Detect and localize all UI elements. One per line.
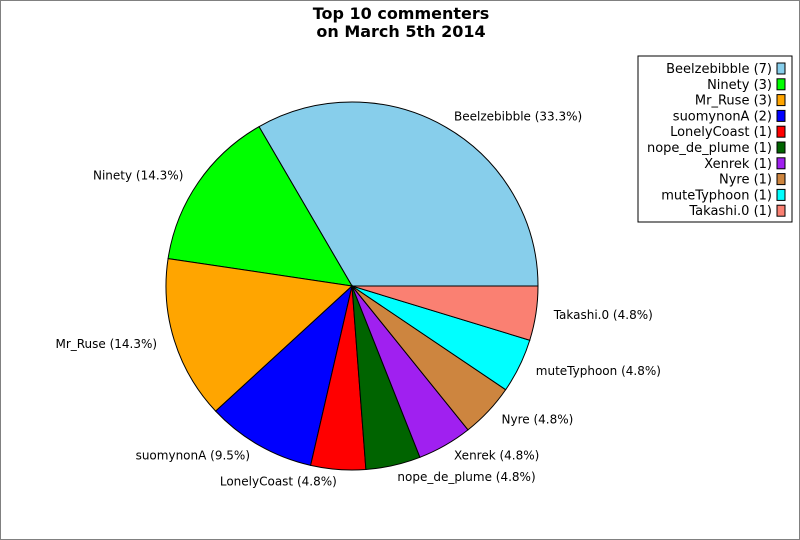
pie-slice-beelzebibble xyxy=(258,101,539,287)
pie-slices xyxy=(165,101,539,471)
slice-label-nyre: Nyre (4.8%) xyxy=(502,412,574,426)
chart-title-line-1: Top 10 commenters xyxy=(313,4,490,23)
pie-slice-takashi-0 xyxy=(351,285,539,341)
slice-label-nope-de-plume: nope_de_plume (4.8%) xyxy=(397,470,535,484)
legend-entry-beelzebibble: Beelzebibble (7) xyxy=(666,62,772,77)
legend-swatch-suomynona xyxy=(776,109,786,122)
slice-label-takashi-0: Takashi.0 (4.8%) xyxy=(553,308,653,322)
pie-slice-suomynona xyxy=(214,284,353,466)
legend-swatch-ninety xyxy=(776,78,786,91)
legend-swatch-nyre xyxy=(776,173,786,186)
legend-entry-ninety: Ninety (3) xyxy=(707,78,772,93)
slice-label-beelzebibble: Beelzebibble (33.3%) xyxy=(454,109,582,123)
slice-label-xenrek: Xenrek (4.8%) xyxy=(454,449,539,463)
legend-swatch-takashi-0 xyxy=(776,204,786,217)
legend-swatch-xenrek xyxy=(776,157,786,170)
slice-labels: Beelzebibble (33.3%) Ninety (14.3%) Mr_Rus… xyxy=(55,109,660,488)
legend-entry-lonelycoast: LonelyCoast (1) xyxy=(670,125,772,140)
legend-swatch-nope-de-plume xyxy=(776,141,786,154)
legend: Beelzebibble (7)Ninety (3)Mr_Ruse (3)suo… xyxy=(637,55,793,223)
legend-entry-nope-de-plume: nope_de_plume (1) xyxy=(647,141,772,156)
legend-entry-nyre: Nyre (1) xyxy=(719,173,772,188)
pie-slice-ninety xyxy=(167,125,353,287)
legend-swatch-mr-ruse xyxy=(776,94,786,107)
slice-label-mutetyphoon: muteTyphoon (4.8%) xyxy=(536,364,661,378)
slice-label-suomynona: suomynonA (9.5%) xyxy=(136,449,250,463)
legend-entry-suomynona: suomynonA (2) xyxy=(673,109,772,124)
legend-entry-xenrek: Xenrek (1) xyxy=(704,157,772,172)
slice-label-lonelycoast: LonelyCoast (4.8%) xyxy=(220,475,337,489)
chart-title-line-2: on March 5th 2014 xyxy=(316,22,485,41)
legend-swatch-lonelycoast xyxy=(776,125,786,138)
legend-swatch-beelzebibble xyxy=(776,62,786,75)
legend-entry-mr-ruse: Mr_Ruse (3) xyxy=(695,94,772,109)
legend-entry-takashi-0: Takashi.0 (1) xyxy=(688,204,772,219)
legend-box xyxy=(637,55,793,223)
slice-label-ninety: Ninety (14.3%) xyxy=(93,169,183,183)
legend-entry-mutetyphoon: muteTyphoon (1) xyxy=(661,188,772,203)
slice-label-mr-ruse: Mr_Ruse (14.3%) xyxy=(55,337,157,351)
pie-slice-mr-ruse xyxy=(165,258,354,412)
legend-swatch-mutetyphoon xyxy=(776,188,786,201)
